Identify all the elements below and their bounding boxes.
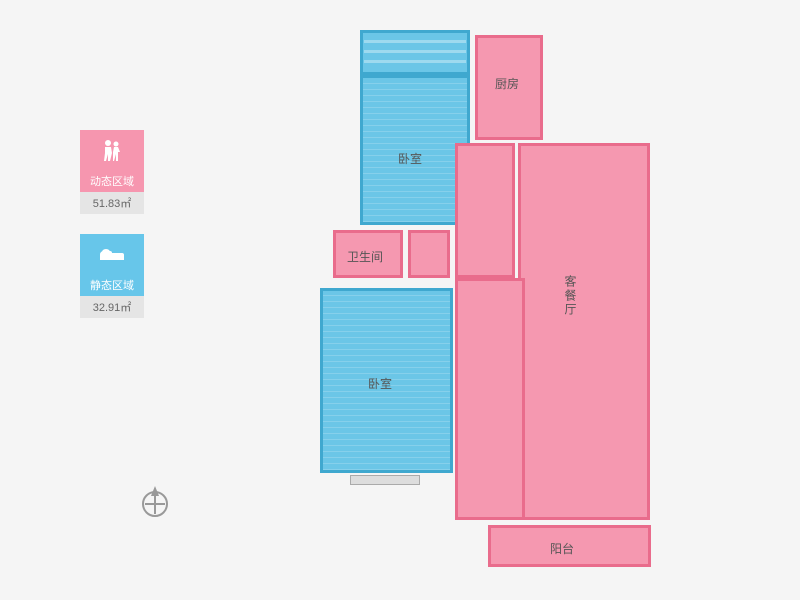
room-label-bedroom-bottom: 卧室 xyxy=(368,375,392,392)
room-living-dining xyxy=(518,143,650,520)
legend-static-icon-box xyxy=(80,234,144,274)
window-rail xyxy=(364,60,466,63)
compass-icon xyxy=(135,480,175,520)
room-small-closet xyxy=(408,230,450,278)
room-label-bathroom: 卫生间 xyxy=(347,248,383,265)
slab xyxy=(350,475,420,485)
legend-dynamic-label: 动态区域 xyxy=(80,170,144,192)
legend-dynamic-icon-box xyxy=(80,130,144,170)
room-label-balcony-bottom: 阳台 xyxy=(550,540,574,557)
floorplan: 阳台厨房卧室卫生间客餐厅卧室阳台 xyxy=(320,30,660,570)
room-label-bedroom-top: 卧室 xyxy=(398,150,422,167)
legend-static-label: 静态区域 xyxy=(80,274,144,296)
room-label-living-dining: 客餐厅 xyxy=(562,275,579,317)
legend: 动态区域 51.83㎡ 静态区域 32.91㎡ xyxy=(80,130,144,338)
legend-dynamic: 动态区域 51.83㎡ xyxy=(80,130,144,214)
room-living-ext xyxy=(455,278,525,520)
room-hallway xyxy=(455,143,515,278)
window-rail xyxy=(364,50,466,53)
people-icon xyxy=(99,139,125,161)
legend-static-value: 32.91㎡ xyxy=(80,296,144,318)
bed-icon xyxy=(98,245,126,263)
window-rail xyxy=(364,40,466,43)
room-label-kitchen: 厨房 xyxy=(495,75,519,92)
legend-dynamic-value: 51.83㎡ xyxy=(80,192,144,214)
legend-static: 静态区域 32.91㎡ xyxy=(80,234,144,318)
